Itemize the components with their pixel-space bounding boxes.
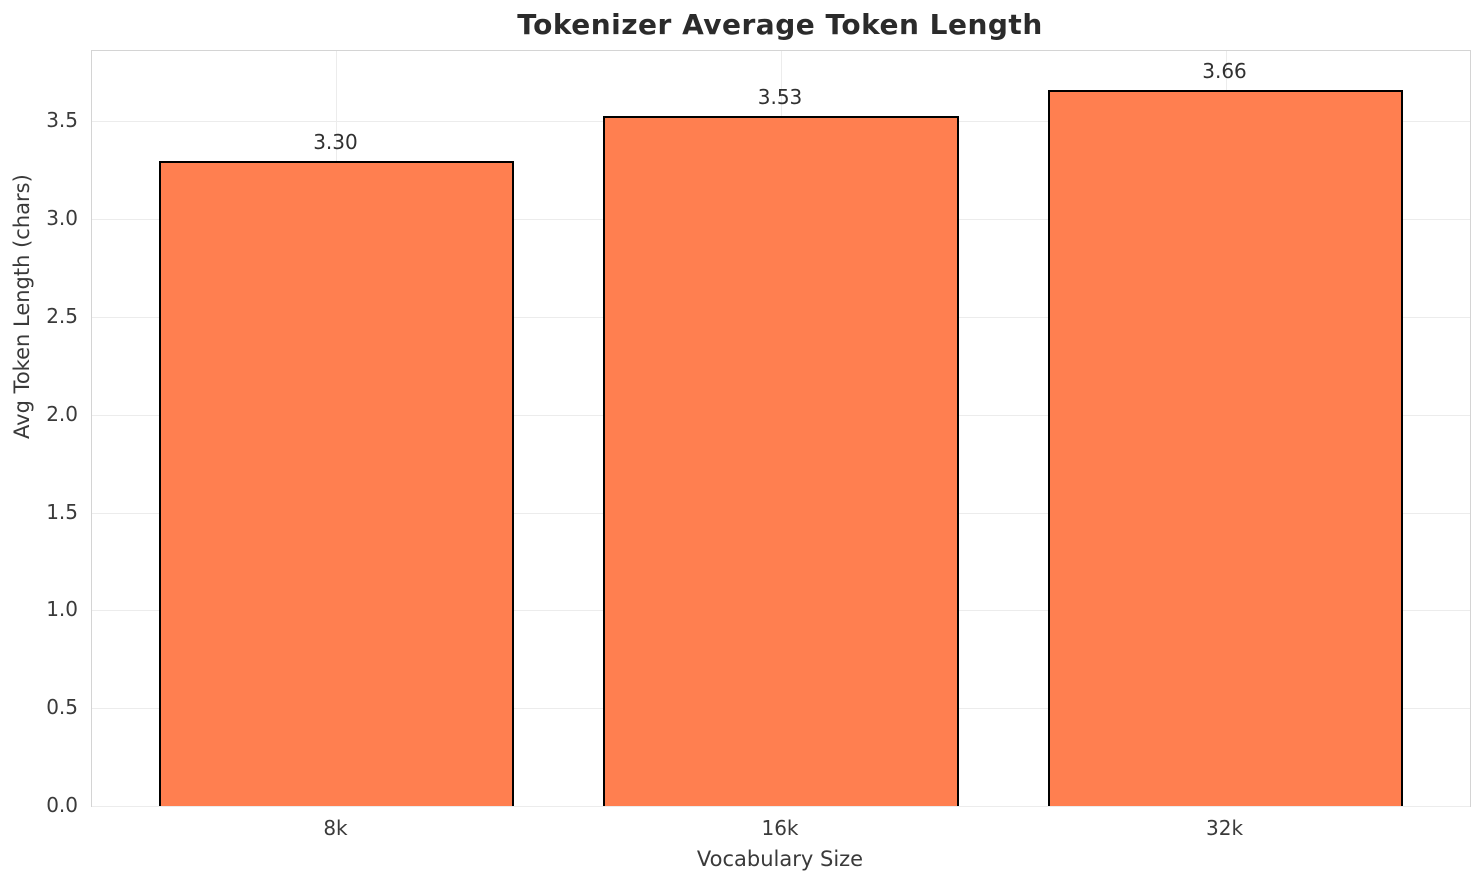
y-gridline: [92, 806, 1470, 807]
y-tick-label: 1.5: [46, 499, 78, 524]
bar: [1047, 90, 1404, 806]
y-tick-label: 0.0: [46, 793, 78, 817]
x-tick-label: 16k: [761, 816, 799, 840]
y-tick-label: 0.5: [46, 695, 78, 720]
y-tick-label: 3.0: [46, 206, 78, 231]
bar: [603, 115, 959, 806]
bar-value-label: 3.66: [1202, 59, 1247, 84]
y-tick-label: 2.0: [46, 401, 78, 426]
x-axis-label: Vocabulary Size: [696, 847, 864, 871]
y-tick-label: 1.0: [46, 597, 78, 622]
bar: [158, 160, 515, 806]
y-tick-label: 3.5: [46, 108, 78, 133]
x-tick-label: 8k: [323, 816, 348, 840]
y-tick-label: 2.5: [46, 304, 78, 328]
chart-title: Tokenizer Average Token Length: [517, 8, 1043, 41]
x-tick-label: 32k: [1206, 816, 1244, 840]
plot-area: [91, 50, 1471, 807]
bar-value-label: 3.30: [313, 129, 358, 154]
bar-value-label: 3.53: [757, 84, 803, 109]
